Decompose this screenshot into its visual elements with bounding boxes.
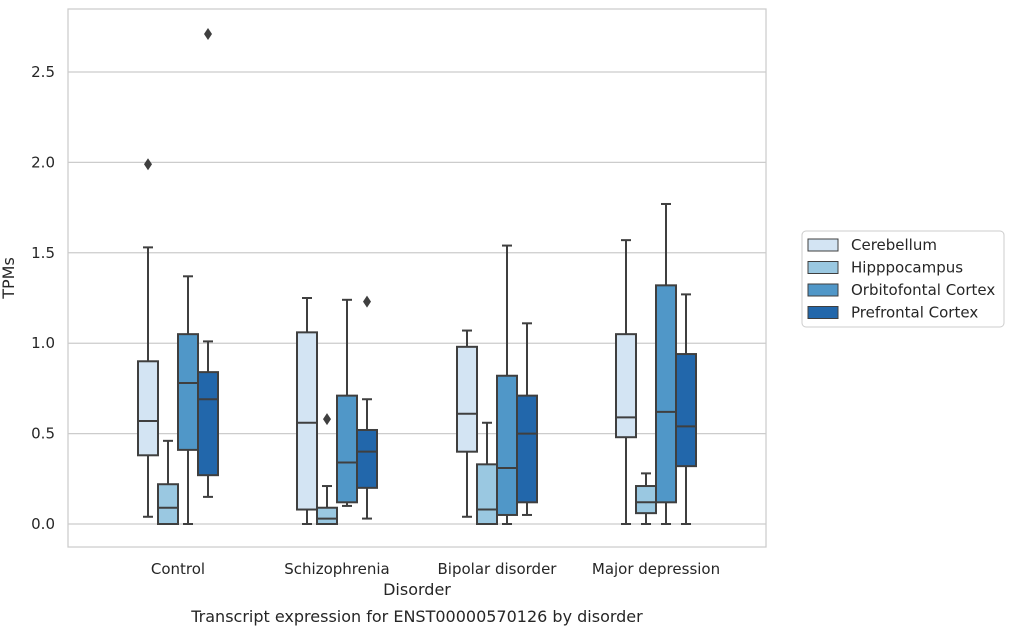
box-iqr — [197, 371, 219, 477]
box-iqr — [635, 485, 657, 515]
legend-swatch — [807, 261, 839, 274]
box-0-3 — [197, 28, 219, 498]
box-2-3 — [516, 322, 538, 516]
outlier-point — [363, 295, 371, 308]
y-tick-label: 1.0 — [31, 334, 55, 352]
outlier-point — [204, 28, 212, 41]
legend-label: Prefrontal Cortex — [851, 304, 978, 322]
y-tick-label: 0.5 — [31, 425, 55, 443]
legend-label: Hipppocampus — [851, 259, 963, 277]
plot-area-frame — [67, 8, 767, 548]
box-iqr — [296, 331, 318, 511]
legend-label: Cerebellum — [851, 236, 937, 254]
box-series — [137, 28, 697, 525]
box-iqr — [615, 333, 637, 439]
box-2-2 — [496, 244, 518, 525]
y-tick-label: 2.0 — [31, 153, 55, 171]
y-tick-label: 1.5 — [31, 244, 55, 262]
box-0-0 — [137, 158, 159, 518]
legend-frame — [801, 230, 1005, 328]
box-iqr — [456, 345, 478, 453]
x-tick-label: Schizophrenia — [284, 560, 389, 578]
box-1-2 — [336, 298, 358, 507]
x-tick-label: Control — [151, 560, 205, 578]
box-iqr — [356, 428, 378, 489]
y-axis-label: TPMs — [0, 257, 18, 300]
box-iqr — [316, 506, 338, 525]
x-tick-label: Major depression — [592, 560, 720, 578]
box-3-0 — [615, 239, 637, 525]
y-tick-label: 0.0 — [31, 515, 55, 533]
box-iqr — [476, 463, 498, 525]
box-2-1 — [476, 421, 498, 525]
box-1-0 — [296, 297, 318, 525]
box-3-2 — [655, 202, 677, 525]
box-iqr — [137, 360, 159, 457]
box-iqr — [516, 394, 538, 504]
chart-caption: Transcript expression for ENST0000057012… — [190, 607, 643, 626]
x-axis-ticks: Control Schizophrenia Bipolar disorder Majo… — [151, 560, 720, 578]
x-axis-label: Disorder — [383, 580, 451, 599]
box-3-1 — [635, 472, 657, 525]
box-iqr — [157, 483, 179, 525]
box-0-1 — [157, 439, 179, 525]
legend-swatch — [807, 283, 839, 297]
outlier-point — [323, 413, 331, 426]
box-iqr — [655, 284, 677, 504]
outlier-point — [144, 158, 152, 171]
y-axis-ticks: 0.0 0.5 1.0 1.5 2.0 2.5 — [31, 63, 55, 533]
legend-label: Orbitofontal Cortex — [851, 281, 995, 299]
box-2-0 — [456, 329, 478, 518]
legend-swatch — [807, 306, 839, 319]
legend-swatch — [807, 238, 839, 252]
box-1-1 — [316, 413, 338, 525]
y-tick-label: 2.5 — [31, 63, 55, 81]
legend: Cerebellum Hipppocampus Orbitofontal Corte… — [801, 230, 1005, 328]
box-3-3 — [675, 293, 697, 525]
box-iqr — [496, 374, 518, 516]
box-1-3 — [356, 295, 378, 520]
box-iqr — [675, 353, 697, 468]
box-0-2 — [177, 275, 199, 525]
box-iqr — [177, 333, 199, 451]
x-tick-label: Bipolar disorder — [438, 560, 558, 578]
box-iqr — [336, 394, 358, 504]
